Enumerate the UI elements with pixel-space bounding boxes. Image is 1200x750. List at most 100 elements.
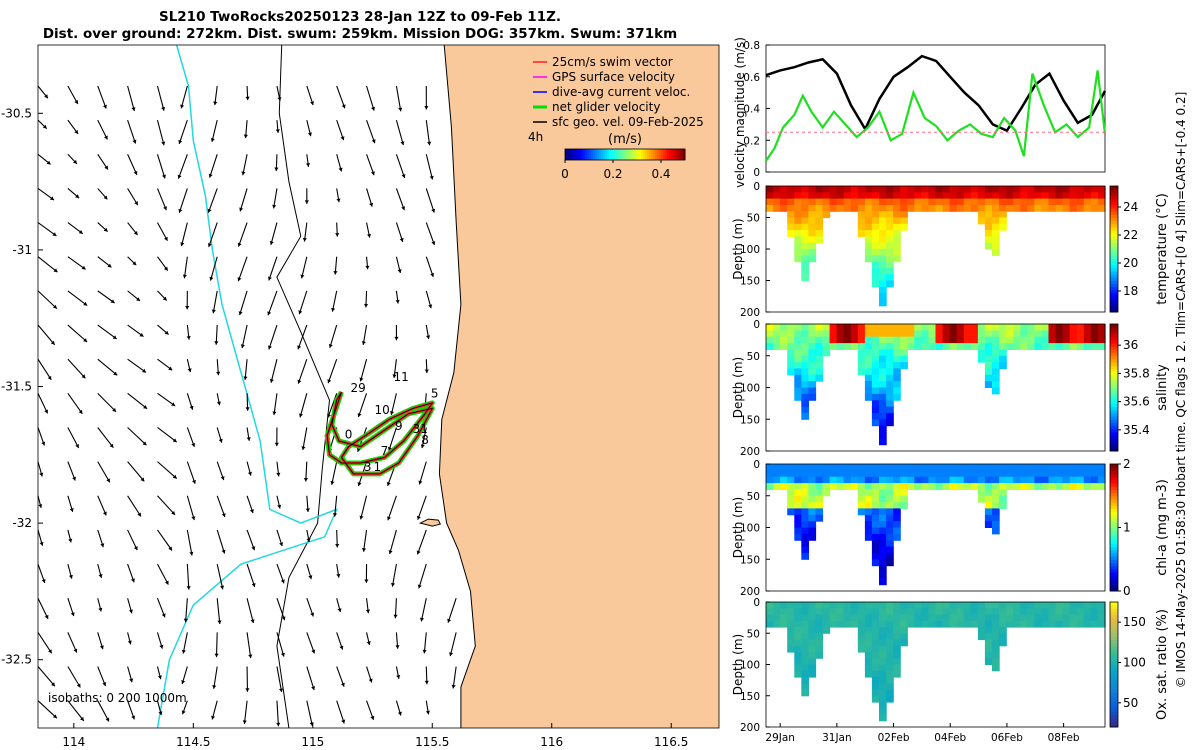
velocity-arrow — [306, 700, 313, 727]
velocity-arrowhead — [171, 511, 176, 515]
section-cell — [871, 514, 880, 522]
section-cell — [773, 186, 781, 193]
section-cell — [963, 336, 972, 344]
section-cell — [992, 236, 1000, 244]
section-cell — [864, 521, 873, 528]
velocity-y-tick-label: 0 — [753, 167, 760, 179]
section-cell — [942, 324, 951, 331]
velocity-arrow — [239, 188, 248, 212]
section-cell — [836, 483, 845, 490]
section-cell — [801, 514, 809, 522]
velocity-arrowhead — [245, 407, 250, 411]
section-cell — [787, 192, 795, 200]
velocity-arrowhead — [159, 644, 164, 649]
velocity-arrowhead — [393, 614, 398, 619]
section-cell — [773, 192, 781, 200]
velocity-arrowhead — [431, 208, 436, 213]
section-y-tick-label: 100 — [740, 523, 760, 535]
section-cell — [984, 514, 993, 522]
section-cell — [1090, 330, 1099, 338]
section-cell — [857, 502, 866, 509]
colorbar-cell — [571, 149, 574, 160]
legend-label: 25cm/s swim vector — [552, 55, 673, 69]
section-cell — [970, 204, 979, 212]
section-cell — [999, 362, 1007, 369]
section-cell — [914, 186, 922, 193]
section-cell — [773, 330, 781, 338]
section-colorbar-cell — [1110, 565, 1118, 570]
section-cell — [1097, 602, 1106, 609]
section-cell — [1006, 476, 1014, 484]
velocity-arrowhead — [218, 438, 223, 443]
section-cell — [879, 374, 887, 382]
section-1-cells — [766, 324, 1106, 446]
section-cell — [766, 608, 774, 616]
velocity-arrowhead — [48, 649, 52, 654]
section-cell — [794, 521, 802, 528]
section-colorbar-cell — [1110, 648, 1118, 653]
section-cell — [864, 336, 873, 344]
section-y-tick-label: 150 — [740, 691, 760, 703]
velocity-arrowhead — [388, 550, 393, 554]
section-cell — [1034, 330, 1043, 338]
section-colorbar-cell — [1110, 355, 1118, 360]
section-cell — [921, 483, 930, 490]
section-cell — [893, 236, 901, 244]
section-cell — [886, 639, 894, 647]
velocity-arrowhead — [251, 546, 256, 551]
velocity-arrowhead — [131, 107, 136, 111]
velocity-arrowhead — [113, 371, 118, 376]
section-cell — [808, 393, 817, 401]
velocity-arrowhead — [51, 682, 55, 687]
section-cell — [992, 502, 1000, 509]
section-cell — [773, 343, 781, 350]
section-cell — [864, 230, 873, 237]
section-cell — [1041, 464, 1050, 471]
section-cell — [886, 527, 894, 535]
velocity-arrow — [208, 222, 218, 248]
section-cell — [857, 204, 866, 212]
section-cell — [893, 381, 901, 388]
section-cell — [879, 677, 887, 684]
section-cell — [794, 198, 802, 206]
section-colorbar-cell — [1110, 267, 1118, 272]
section-cell — [1097, 186, 1106, 193]
velocity-arrowhead — [304, 200, 309, 204]
section-cell — [808, 368, 817, 376]
colorbar-cell — [565, 149, 568, 160]
section-cell — [999, 186, 1007, 193]
velocity-arrowhead — [161, 613, 166, 618]
section-cell — [999, 614, 1007, 622]
section-cell — [956, 464, 965, 471]
section-cell — [935, 464, 944, 471]
section-cell — [900, 186, 908, 193]
section-cell — [871, 249, 880, 256]
section-cell — [1069, 476, 1078, 484]
section-cell — [1097, 336, 1106, 344]
coastline — [438, 44, 476, 728]
section-cell — [893, 223, 901, 231]
section-cell — [999, 217, 1007, 225]
velocity-arrow — [97, 461, 111, 483]
section-cell — [977, 464, 986, 471]
section-colorbar-cell — [1110, 346, 1118, 350]
section-cell — [1027, 330, 1035, 338]
velocity-arrowhead — [185, 305, 190, 310]
colorbar-cell — [567, 149, 570, 160]
section-cell — [942, 602, 951, 609]
section-cell — [1076, 330, 1085, 338]
section-cell — [963, 476, 972, 484]
section-cell — [1083, 330, 1092, 338]
velocity-arrowhead — [102, 682, 107, 687]
velocity-arrowhead — [331, 307, 336, 312]
section-cell — [850, 620, 859, 628]
section-cell — [808, 355, 817, 363]
section-cell — [893, 476, 901, 484]
velocity-arrowhead — [386, 481, 391, 486]
velocity-arrowhead — [419, 617, 425, 622]
colorbar-cell — [583, 149, 586, 160]
velocity-arrowhead — [339, 645, 344, 650]
section-cell — [999, 324, 1007, 331]
colorbar-cell — [659, 149, 662, 160]
section-cell — [871, 406, 880, 414]
